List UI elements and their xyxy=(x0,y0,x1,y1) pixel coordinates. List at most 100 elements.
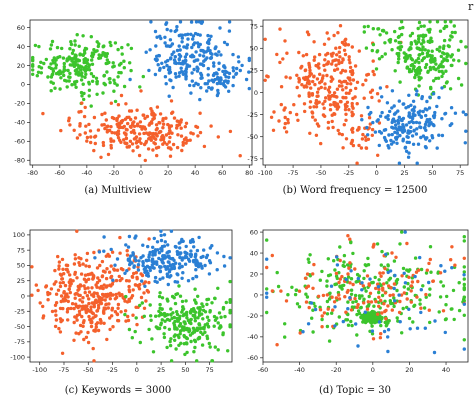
point-orange xyxy=(127,288,131,292)
point-green xyxy=(293,292,298,297)
point-blue xyxy=(191,34,196,38)
point-blue xyxy=(247,86,251,91)
point-green xyxy=(213,296,217,300)
point-orange xyxy=(346,272,350,276)
point-orange xyxy=(374,299,378,304)
point-orange xyxy=(101,286,105,291)
point-orange xyxy=(344,86,348,90)
point-orange xyxy=(350,101,354,106)
point-green xyxy=(427,293,432,297)
point-green xyxy=(397,54,401,58)
point-orange xyxy=(83,287,87,291)
point-blue xyxy=(153,29,158,34)
point-orange xyxy=(105,128,110,132)
point-orange xyxy=(95,321,100,325)
point-orange xyxy=(348,261,352,265)
point-orange xyxy=(159,138,163,142)
point-orange xyxy=(282,108,286,112)
point-orange xyxy=(122,124,127,129)
point-orange xyxy=(53,268,57,273)
point-blue xyxy=(133,236,137,240)
point-green xyxy=(325,284,329,288)
point-blue xyxy=(424,128,428,132)
point-green xyxy=(68,63,73,67)
point-blue xyxy=(411,99,416,104)
point-blue xyxy=(160,247,164,251)
point-green xyxy=(199,326,204,330)
point-green xyxy=(85,67,89,72)
point-orange xyxy=(147,280,151,285)
point-green xyxy=(195,359,199,363)
point-orange xyxy=(371,59,375,63)
point-orange xyxy=(168,154,173,158)
point-blue xyxy=(205,56,209,60)
point-blue xyxy=(146,274,151,278)
point-orange xyxy=(126,121,130,126)
point-orange xyxy=(300,64,304,69)
point-orange xyxy=(184,121,189,126)
point-orange xyxy=(324,96,328,100)
point-green xyxy=(421,35,426,39)
point-orange xyxy=(310,111,315,115)
point-blue xyxy=(443,330,447,335)
y-tick-label: -20 xyxy=(14,100,25,108)
point-orange xyxy=(167,131,171,136)
point-green xyxy=(169,313,173,317)
point-blue xyxy=(175,280,180,284)
point-orange xyxy=(125,300,130,304)
point-blue xyxy=(167,94,171,98)
point-orange xyxy=(343,69,348,73)
point-orange xyxy=(57,264,61,268)
point-green xyxy=(65,85,69,89)
point-green xyxy=(122,84,127,89)
point-blue xyxy=(165,272,169,276)
point-orange xyxy=(72,338,76,342)
point-orange xyxy=(60,277,64,281)
point-green xyxy=(87,65,91,69)
point-blue xyxy=(416,142,421,146)
point-blue xyxy=(175,25,179,29)
point-green xyxy=(357,294,362,298)
point-orange xyxy=(67,287,71,291)
point-blue xyxy=(123,271,127,275)
point-orange xyxy=(427,308,431,312)
point-green xyxy=(108,40,112,45)
point-green xyxy=(168,339,172,344)
point-blue xyxy=(423,122,428,127)
point-orange xyxy=(107,270,112,274)
point-orange xyxy=(360,137,365,141)
point-orange xyxy=(281,57,285,61)
point-blue xyxy=(360,288,364,292)
point-orange xyxy=(313,82,317,87)
point-orange xyxy=(89,140,93,145)
point-green xyxy=(200,343,205,347)
point-blue xyxy=(210,86,214,90)
point-green xyxy=(438,295,443,299)
point-orange xyxy=(361,83,365,87)
point-blue xyxy=(390,89,395,93)
point-green xyxy=(426,69,430,73)
point-green xyxy=(80,65,84,69)
x-tick-label: -20 xyxy=(331,366,342,374)
point-blue xyxy=(417,121,422,125)
point-green xyxy=(436,76,441,80)
point-orange xyxy=(367,282,371,286)
point-orange xyxy=(87,314,91,319)
point-blue xyxy=(139,256,143,260)
point-green xyxy=(330,311,334,315)
point-blue xyxy=(146,244,150,249)
point-blue xyxy=(333,324,337,328)
point-orange xyxy=(93,141,98,146)
point-blue xyxy=(115,257,120,261)
point-orange xyxy=(344,118,348,123)
point-orange xyxy=(84,264,88,268)
point-orange xyxy=(81,296,85,300)
point-orange xyxy=(128,139,133,143)
point-orange xyxy=(347,55,351,59)
point-orange xyxy=(91,311,96,316)
point-orange xyxy=(381,288,385,292)
point-green xyxy=(405,55,409,60)
point-green xyxy=(184,299,188,303)
point-green xyxy=(417,71,422,75)
